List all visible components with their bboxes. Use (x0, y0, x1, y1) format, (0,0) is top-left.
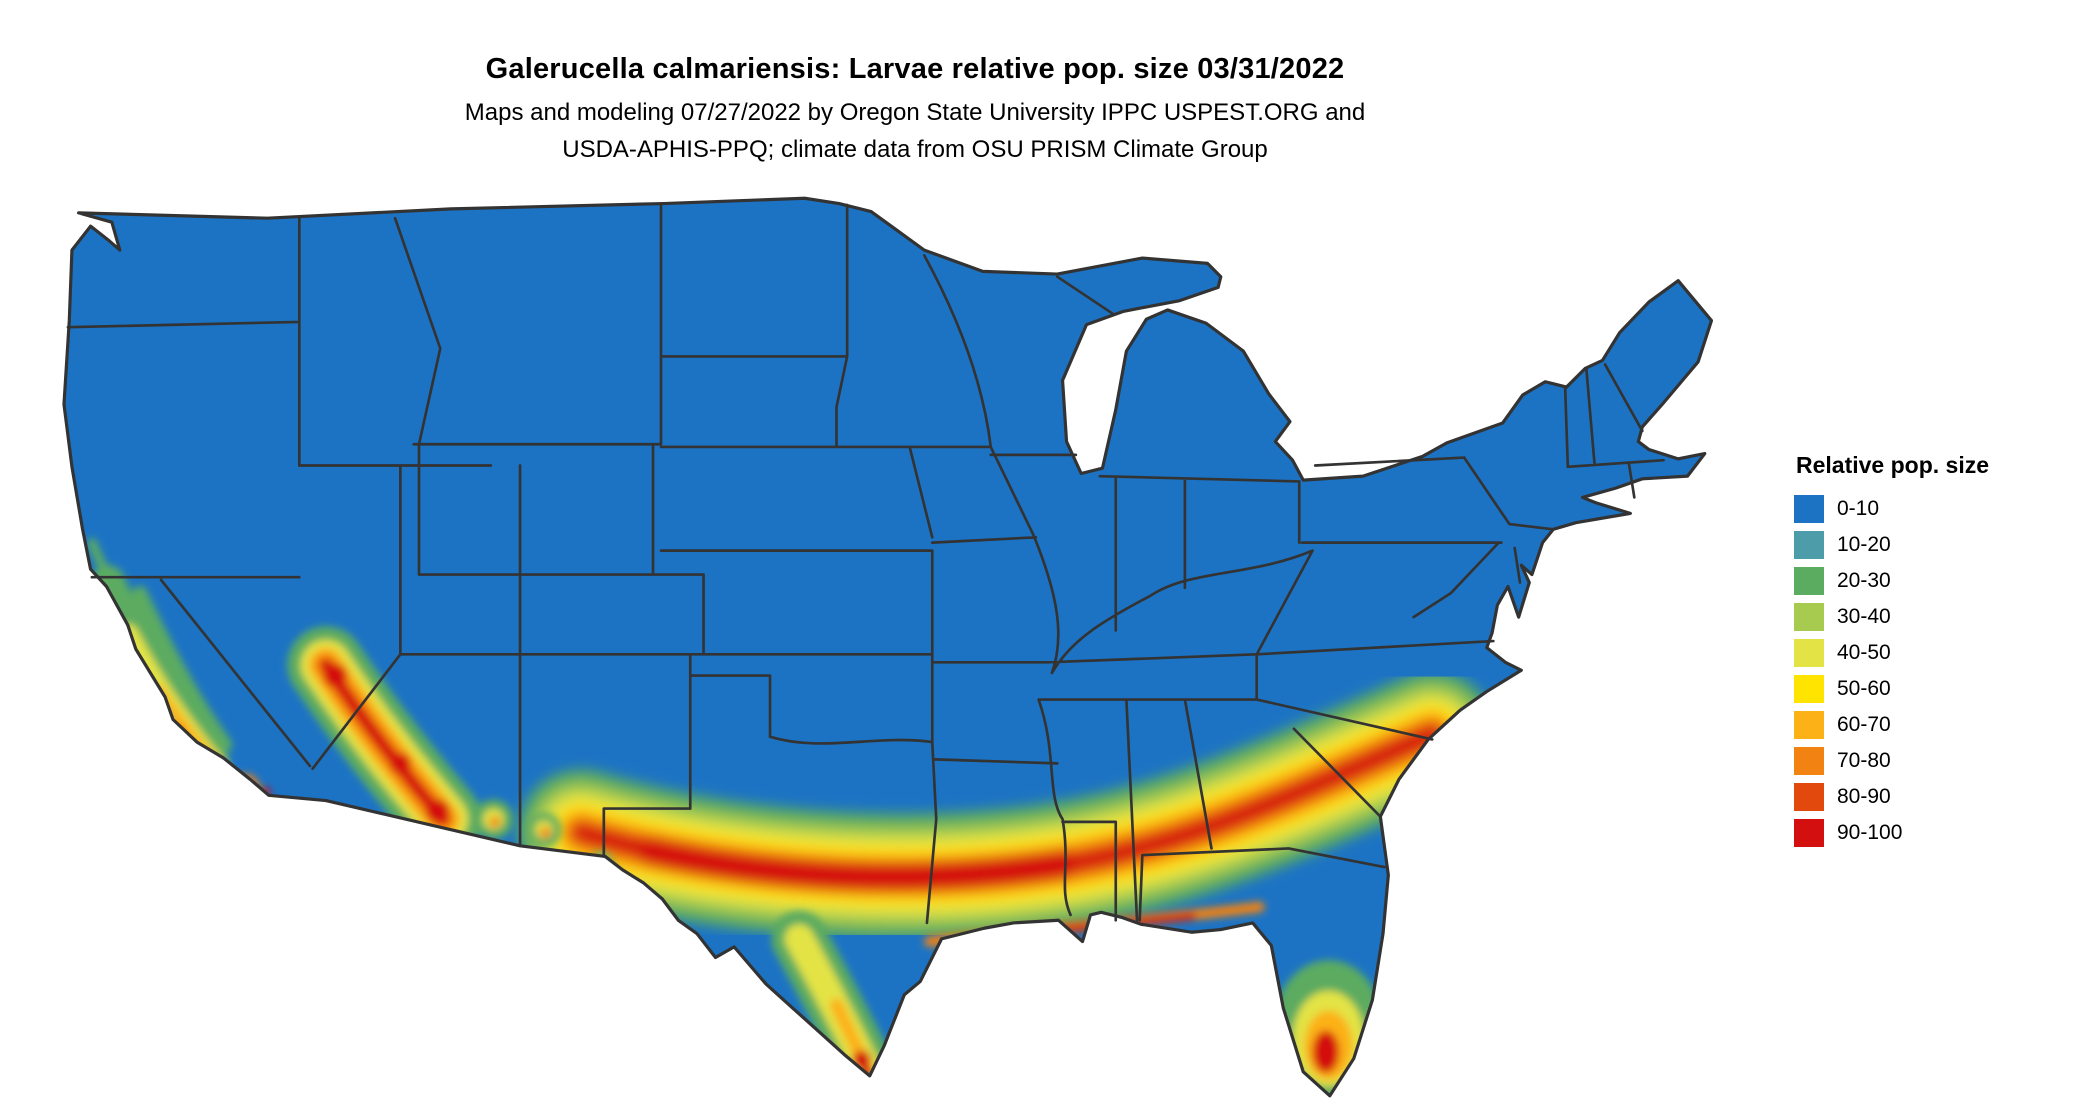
legend-swatch (1794, 711, 1824, 739)
color-swatch (1794, 603, 1824, 631)
heat-spot (852, 1050, 872, 1070)
legend-swatch (1794, 675, 1824, 703)
legend-swatch (1794, 819, 1824, 847)
heat-spot (202, 764, 223, 784)
color-swatch (1794, 531, 1824, 559)
color-swatch (1794, 639, 1824, 667)
legend-item: 0-10 (1794, 495, 2084, 523)
legend-label: 60-70 (1837, 713, 1891, 736)
heat-overlay (87, 537, 1496, 1096)
legend-swatch (1794, 639, 1824, 667)
color-swatch (1794, 783, 1824, 811)
legend-item: 10-20 (1794, 531, 2084, 559)
state-borders (66, 203, 1665, 925)
heat-spot (230, 774, 260, 804)
heat-spot (539, 827, 551, 838)
legend-label: 70-80 (1837, 749, 1891, 772)
legend-swatch (1794, 495, 1824, 523)
heat-spot (199, 759, 229, 789)
heat-arizona-90-100 (319, 658, 449, 826)
us-map (52, 194, 1754, 1112)
color-swatch (1794, 567, 1824, 595)
legend-label: 40-50 (1837, 641, 1891, 664)
legend-item: 30-40 (1794, 603, 2084, 631)
legend: Relative pop. size 0-10 10-20 20-30 30-4… (1794, 452, 2084, 855)
legend-label: 10-20 (1837, 533, 1891, 556)
heat-spot (389, 752, 412, 775)
legend-label: 0-10 (1837, 497, 1880, 520)
legend-item: 70-80 (1794, 747, 2084, 775)
color-swatch (1794, 711, 1824, 739)
legend-label: 90-100 (1837, 821, 1903, 844)
legend-label: 20-30 (1837, 569, 1891, 592)
legend-swatch (1794, 747, 1824, 775)
heat-spot (489, 816, 501, 828)
subtitle-line-1: Maps and modeling 07/27/2022 by Oregon S… (464, 99, 1366, 126)
color-swatch (1794, 495, 1824, 523)
heat-spot (235, 780, 252, 797)
heat-spot (627, 924, 639, 935)
heat-spot (425, 799, 450, 824)
legend-item: 80-90 (1794, 783, 2084, 811)
legend-item: 50-60 (1794, 675, 2084, 703)
legend-swatch (1794, 603, 1824, 631)
legend-swatch (1794, 531, 1824, 559)
legend-title: Relative pop. size (1796, 452, 1990, 478)
heat-spot (163, 728, 181, 746)
color-swatch (1794, 747, 1824, 775)
heat-florida-90-100 (1312, 1030, 1340, 1074)
heat-spot (323, 663, 348, 688)
legend-swatch (1794, 783, 1824, 811)
legend-swatch (1794, 567, 1824, 595)
page-title: Galerucella calmariensis: Larvae relativ… (485, 53, 1345, 86)
legend-label: 30-40 (1837, 605, 1891, 628)
heat-california-ridge-20-30 (132, 585, 233, 753)
legend-label: 80-90 (1837, 785, 1891, 808)
legend-item: 90-100 (1794, 819, 2084, 847)
color-swatch (1794, 675, 1824, 703)
legend-label: 50-60 (1837, 677, 1891, 700)
subtitle-line-2: USDA-APHIS-PPQ; climate data from OSU PR… (562, 136, 1268, 163)
legend-item: 20-30 (1794, 567, 2084, 595)
color-swatch (1794, 819, 1824, 847)
heat-band-core (635, 836, 1078, 892)
legend-item: 60-70 (1794, 711, 2084, 739)
legend-item: 40-50 (1794, 639, 2084, 667)
us-map-svg (62, 196, 1714, 1098)
subtitle: Maps and modeling 07/27/2022 by Oregon S… (0, 94, 1830, 168)
heat-norcal-20-30 (87, 537, 116, 588)
